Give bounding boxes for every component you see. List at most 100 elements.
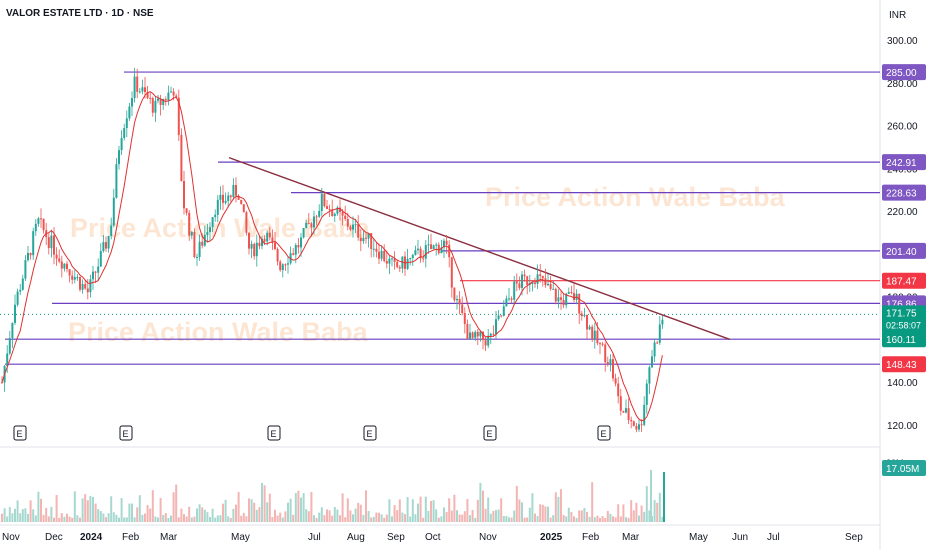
price-tags: 285.00 242.91 228.63 201.40 187.47 176.86 160.… xyxy=(882,64,926,373)
candle-body xyxy=(320,193,323,211)
candle-body xyxy=(354,224,357,226)
candle-body xyxy=(240,199,243,205)
volume-bar xyxy=(159,497,162,522)
volume-bar xyxy=(409,516,412,522)
candle-body xyxy=(16,291,19,305)
candle-body xyxy=(653,342,656,357)
volume-bar xyxy=(354,508,357,522)
candle-body xyxy=(138,91,141,93)
x-tick-label: Feb xyxy=(582,532,600,543)
candle-body xyxy=(287,263,289,265)
volume-bar xyxy=(500,498,503,522)
candle-body xyxy=(271,237,274,243)
volume-bar xyxy=(591,482,594,522)
candle-body xyxy=(658,324,661,343)
earnings-marker[interactable] xyxy=(13,425,27,441)
last-price-label: 171.75 xyxy=(886,308,917,319)
volume-bar xyxy=(110,496,113,522)
candle-body xyxy=(599,343,601,345)
candle-body xyxy=(76,277,79,279)
y-tick-label: 280.00 xyxy=(887,79,918,90)
earnings-marker[interactable] xyxy=(483,425,497,441)
candle-body xyxy=(578,293,581,314)
volume-bar xyxy=(136,507,139,522)
candle-body xyxy=(248,232,250,249)
volume-bar xyxy=(352,514,354,522)
candle-body xyxy=(643,404,646,425)
volume-bar xyxy=(575,517,578,522)
y-tick-label: 260.00 xyxy=(887,122,918,133)
volume-bar xyxy=(157,517,159,522)
volume-bar xyxy=(29,500,32,522)
candle-body xyxy=(539,274,542,276)
candle-body xyxy=(586,314,588,330)
volume-bar xyxy=(487,497,490,522)
candle-body xyxy=(29,253,32,256)
candle-body xyxy=(110,225,113,237)
volume-bar xyxy=(617,504,620,522)
volume-bar xyxy=(315,517,318,522)
volume-bar xyxy=(86,500,89,522)
candle-body xyxy=(167,92,170,101)
candle-body xyxy=(263,238,266,242)
candle-body xyxy=(661,319,664,325)
candle-body xyxy=(255,242,258,257)
candle-body xyxy=(297,245,300,248)
volume-bar xyxy=(404,514,406,522)
candle-body xyxy=(411,254,414,259)
candle-body xyxy=(284,264,287,266)
volume-bar xyxy=(599,517,601,522)
candle-body xyxy=(11,322,14,339)
candle-body xyxy=(326,206,328,209)
volume-bar xyxy=(513,510,516,522)
candle-body xyxy=(214,214,217,218)
candle-body xyxy=(651,356,653,368)
volume-bar xyxy=(367,511,370,522)
candle-body xyxy=(463,313,466,324)
candle-body xyxy=(60,261,63,269)
price-tag xyxy=(882,331,926,348)
candle-body xyxy=(398,267,401,269)
earnings-marker[interactable] xyxy=(597,425,611,441)
volume-bar xyxy=(432,500,435,522)
volume-bar xyxy=(625,517,627,522)
watermark-text: Price Action Wale Baba xyxy=(70,213,371,243)
candle-body xyxy=(393,258,396,262)
candle-body xyxy=(53,235,55,255)
volume-bar xyxy=(274,509,276,522)
candle-body xyxy=(656,342,659,344)
candle-body xyxy=(102,242,105,252)
candle-body xyxy=(209,227,211,233)
volume-bar xyxy=(526,517,529,522)
candle-body xyxy=(549,283,552,289)
volume-bar xyxy=(216,515,219,522)
candle-body xyxy=(632,421,635,426)
candle-body xyxy=(427,244,430,246)
earnings-marker[interactable] xyxy=(363,425,377,441)
volume-bar xyxy=(248,498,250,522)
volume-bar xyxy=(552,515,555,522)
volume-bar xyxy=(518,499,521,522)
candle-body xyxy=(58,258,61,262)
volume-bar xyxy=(593,517,596,522)
earnings-marker[interactable] xyxy=(119,425,133,441)
volume-bar xyxy=(578,510,581,522)
candle-body xyxy=(617,383,620,397)
candle-body xyxy=(424,245,427,259)
y-tick-label: 300.00 xyxy=(887,36,918,47)
time-axis: Nov Dec 2024 Feb Mar May Jul Aug Sep Oct Nov 2025 Fe… xyxy=(2,532,863,543)
volume-bar xyxy=(346,498,349,522)
candle-body xyxy=(86,288,89,293)
candle-body xyxy=(370,233,373,249)
candle-body xyxy=(55,254,58,259)
candle-body xyxy=(487,335,490,346)
volume-tag xyxy=(882,460,926,476)
volume-bar xyxy=(300,497,302,522)
candle-body xyxy=(445,240,448,245)
candle-body xyxy=(469,332,471,340)
earnings-marker[interactable] xyxy=(267,425,281,441)
volume-bar xyxy=(198,504,201,522)
volume-bar xyxy=(227,516,230,522)
candle-body xyxy=(281,264,284,271)
